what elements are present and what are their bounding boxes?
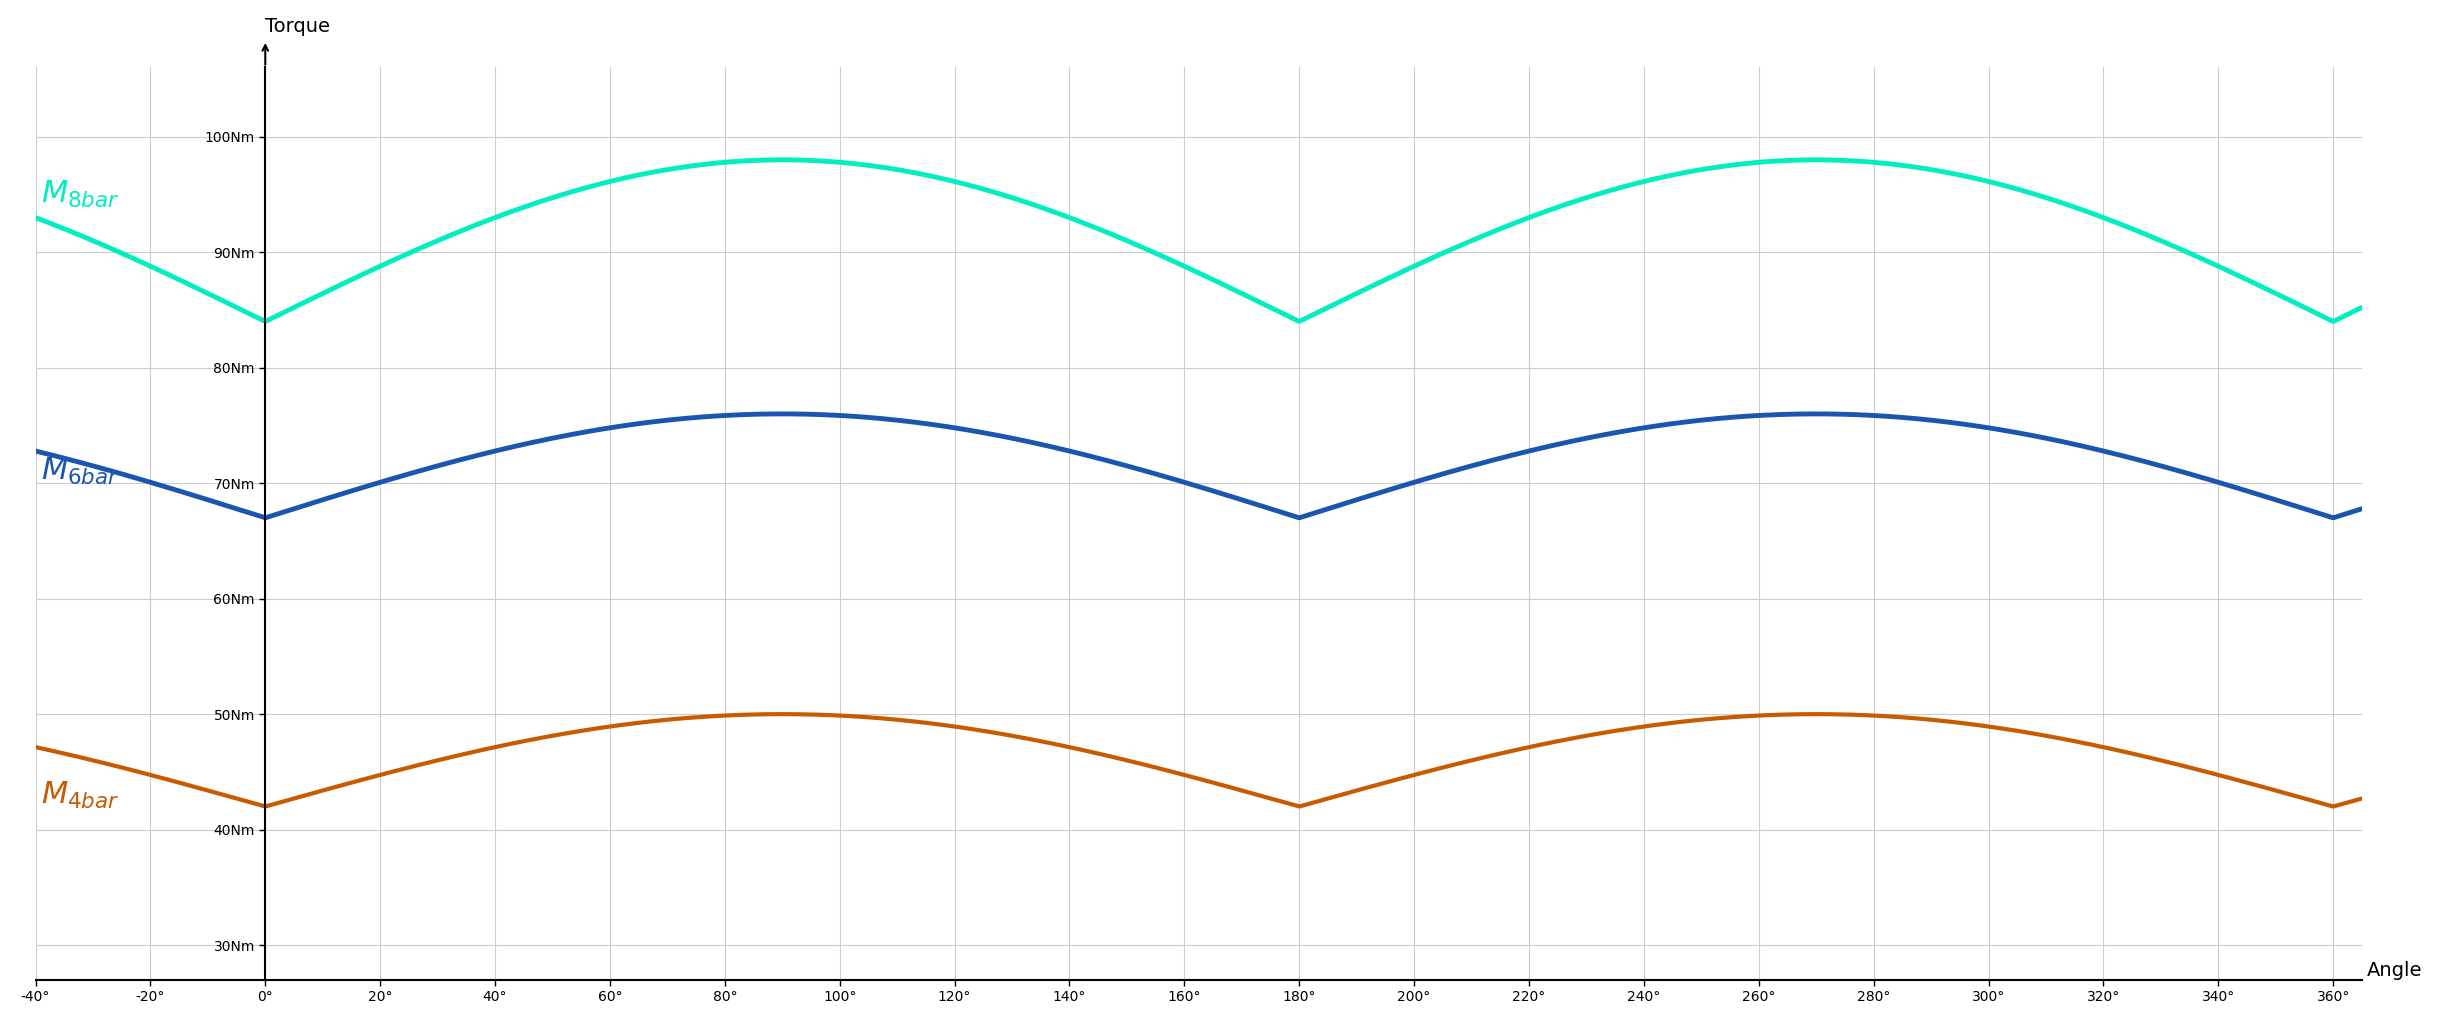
- Text: Angle: Angle: [2366, 960, 2422, 980]
- Text: $M_{{6bar}}$: $M_{{6bar}}$: [42, 456, 120, 487]
- Text: $M_{{8bar}}$: $M_{{8bar}}$: [42, 179, 120, 210]
- Text: Torque: Torque: [266, 16, 330, 36]
- Text: $M_{{4bar}}$: $M_{{4bar}}$: [42, 779, 120, 811]
